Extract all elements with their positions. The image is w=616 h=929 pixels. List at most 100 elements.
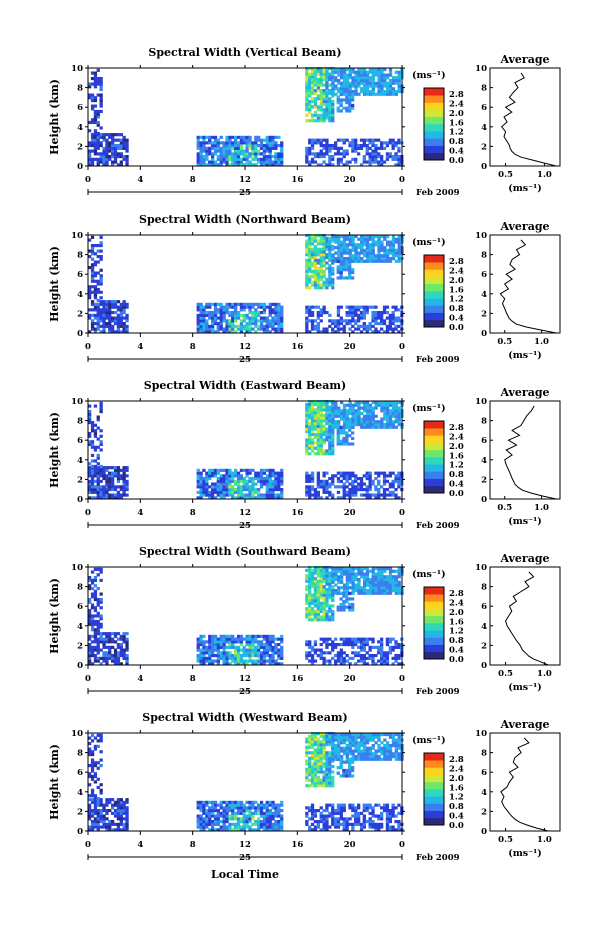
data-cell	[308, 579, 312, 583]
data-cell	[325, 438, 329, 442]
data-cell	[280, 316, 284, 320]
data-cell	[374, 81, 378, 85]
avg-y-tick-label: 8	[481, 583, 487, 593]
data-cell	[248, 640, 252, 644]
data-cell	[388, 583, 393, 587]
data-cell	[205, 479, 209, 483]
data-cell	[313, 253, 318, 257]
data-cell	[219, 496, 223, 500]
data-cell	[363, 589, 367, 593]
data-cell	[310, 69, 315, 73]
data-cell	[357, 420, 361, 424]
data-cell	[359, 637, 364, 641]
data-cell	[357, 319, 361, 323]
data-cell	[231, 656, 235, 660]
data-cell	[90, 490, 95, 494]
data-cell	[351, 237, 355, 241]
data-cell	[310, 430, 315, 434]
data-cell	[359, 330, 364, 334]
data-cell	[377, 237, 381, 241]
data-cell	[88, 659, 92, 663]
data-cell	[310, 157, 315, 161]
data-cell	[339, 265, 343, 269]
data-cell	[199, 144, 203, 148]
data-cell	[310, 89, 315, 93]
data-cell	[331, 102, 335, 106]
data-cell	[316, 596, 320, 600]
data-cell	[325, 97, 329, 101]
data-cell	[219, 319, 223, 323]
data-cell	[251, 302, 255, 306]
data-cell	[359, 656, 364, 660]
data-cell	[242, 157, 246, 161]
data-cell	[386, 578, 390, 582]
data-cell	[336, 322, 341, 326]
data-cell	[208, 313, 212, 317]
data-cell	[90, 496, 95, 500]
data-cell	[111, 482, 115, 486]
data-cell	[360, 569, 364, 573]
data-cell	[228, 305, 232, 309]
data-cell	[334, 423, 338, 427]
data-cell	[368, 648, 372, 652]
data-cell	[357, 654, 361, 658]
x-tick-label: 16	[291, 674, 303, 684]
data-cell	[310, 471, 315, 475]
data-cell	[248, 645, 252, 649]
data-cell	[205, 471, 209, 475]
data-cell	[93, 144, 98, 148]
data-cell	[391, 409, 396, 413]
data-cell	[216, 138, 220, 142]
data-cell	[363, 240, 367, 244]
data-cell	[280, 477, 284, 481]
data-cell	[310, 479, 315, 483]
data-cell	[105, 155, 109, 159]
data-cell	[265, 474, 269, 478]
data-cell	[228, 822, 232, 826]
data-cell	[90, 445, 95, 449]
data-cell	[377, 81, 381, 85]
data-cell	[313, 160, 318, 164]
data-cell	[93, 606, 98, 610]
data-cell	[385, 654, 390, 658]
data-cell	[93, 316, 98, 320]
data-cell	[213, 146, 218, 150]
data-cell	[325, 452, 329, 456]
data-cell	[340, 401, 344, 405]
data-cell	[96, 311, 100, 315]
data-cell	[234, 163, 238, 167]
data-cell	[208, 490, 212, 494]
data-cell	[239, 477, 244, 481]
data-cell	[342, 436, 346, 441]
data-cell	[331, 409, 335, 413]
data-cell	[371, 141, 375, 145]
data-cell	[336, 160, 341, 164]
data-cell	[222, 477, 226, 481]
data-cell	[345, 589, 349, 593]
data-cell	[90, 324, 95, 328]
y-tick-label: 6	[77, 270, 83, 280]
data-cell	[319, 97, 323, 101]
data-cell	[231, 803, 235, 807]
data-cell	[93, 659, 98, 663]
data-cell	[202, 327, 206, 331]
data-cell	[345, 243, 349, 247]
data-cell	[328, 116, 332, 120]
data-cell	[325, 277, 329, 282]
data-cell	[388, 90, 393, 94]
data-cell	[357, 254, 361, 258]
data-cell	[383, 425, 387, 429]
data-cell	[251, 141, 255, 145]
data-cell	[328, 258, 332, 262]
data-cell	[211, 482, 215, 486]
data-cell	[310, 449, 315, 453]
data-cell	[336, 276, 340, 280]
data-cell	[219, 820, 223, 824]
data-cell	[371, 662, 375, 666]
data-cell	[234, 311, 238, 315]
data-cell	[334, 645, 338, 649]
data-cell	[280, 656, 284, 660]
data-cell	[196, 330, 200, 334]
data-cell	[254, 330, 258, 334]
data-cell	[331, 438, 335, 442]
